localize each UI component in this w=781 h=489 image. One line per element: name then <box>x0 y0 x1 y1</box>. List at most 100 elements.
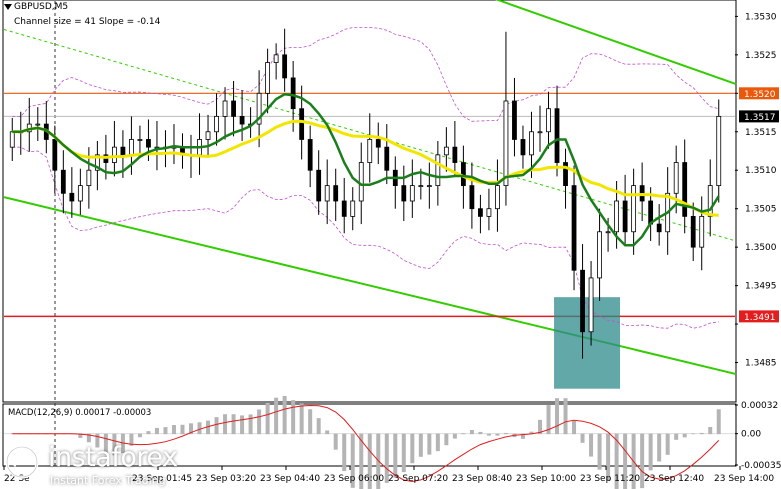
candle-body <box>460 162 466 187</box>
price-tick-label: 1.3485 <box>745 359 777 369</box>
watermark-tagline: Instant Forex Trading <box>50 474 166 487</box>
macd-histogram-bar <box>367 433 372 489</box>
macd-histogram-bar <box>563 398 568 435</box>
price-tick-label: 1.3530 <box>745 12 777 22</box>
candle-body <box>282 54 288 79</box>
macd-histogram-bar <box>112 433 117 456</box>
time-tick-label: 23 Sep 03:20 <box>196 474 256 484</box>
bollinger-lower <box>12 146 719 329</box>
candle-body <box>324 185 330 202</box>
candle-body <box>120 146 126 156</box>
candle-body <box>682 162 688 217</box>
macd-histogram-bar <box>648 433 653 471</box>
macd-histogram-bar <box>231 414 236 435</box>
macd-histogram-bar <box>189 423 194 435</box>
candle-body <box>435 154 441 187</box>
macd-histogram-bar <box>333 433 338 450</box>
candle-body <box>495 185 500 210</box>
candle-body <box>469 185 475 210</box>
macd-tick-label: -0.00035 <box>741 461 781 471</box>
macd-histogram-bar <box>342 433 347 472</box>
macd-signal-line <box>12 404 720 483</box>
candle-body <box>690 215 696 248</box>
macd-histogram-bar <box>129 433 134 446</box>
bollinger-upper <box>12 27 719 122</box>
macd-histogram-bar <box>206 420 211 435</box>
macd-histogram-bar <box>435 433 440 452</box>
macd-histogram-bar <box>103 433 108 454</box>
macd-histogram-bar <box>95 433 100 448</box>
candle-body <box>512 100 517 140</box>
macd-histogram-bar <box>691 433 696 435</box>
candle-body <box>707 185 713 217</box>
candle-body <box>35 123 41 126</box>
candle-body <box>478 208 483 217</box>
macd-histogram-bar <box>478 431 483 435</box>
candle-body <box>9 131 15 148</box>
candle-body <box>316 169 322 202</box>
candle-body <box>622 200 628 233</box>
candle-body <box>111 146 117 163</box>
candle-body <box>631 185 637 233</box>
macd-histogram-bar <box>265 403 270 435</box>
macd-tick-label: 0.00 <box>741 430 761 440</box>
candle-body <box>426 185 432 188</box>
price-badge <box>739 310 779 323</box>
macd-histogram-bar <box>180 424 185 435</box>
price-tick-label: 1.3500 <box>745 243 777 253</box>
symbol-label: GBPUSD,M5 <box>14 2 69 12</box>
macd-histogram-bar <box>452 433 457 439</box>
candle-body <box>273 54 279 63</box>
slow-ma-line <box>12 119 719 217</box>
candle-body <box>358 162 364 202</box>
price-badge-label: 1.3517 <box>744 113 776 123</box>
macd-histogram-bar <box>401 433 406 473</box>
candle-body <box>597 231 602 279</box>
macd-histogram-bar <box>10 433 15 435</box>
time-axis: 22 Se 23 Sep 01:45 23 Sep 03:20 23 Sep 04:4… <box>3 466 774 484</box>
candle-body <box>563 162 568 187</box>
instaforex-watermark: instaforex Instant Forex Trading <box>4 442 184 488</box>
candle-body <box>605 231 611 234</box>
candle-body <box>52 139 58 171</box>
macd-histogram-bar <box>137 433 142 438</box>
macd-histogram-bar <box>418 433 423 457</box>
candle-body <box>239 115 245 125</box>
candle-body <box>486 208 492 217</box>
price-tick-label: 1.3510 <box>745 166 777 176</box>
macd-histogram-bar <box>657 433 662 462</box>
price-tick-label: 1.3495 <box>745 282 777 292</box>
macd-histogram-bar <box>410 433 415 464</box>
macd-histogram-bar <box>486 433 491 436</box>
macd-histogram-bar <box>444 433 449 446</box>
macd-histogram-bar <box>614 433 619 489</box>
candle-body <box>86 169 92 187</box>
macd-histogram-bar <box>359 433 364 489</box>
time-tick-label: 23 Sep 04:40 <box>260 474 320 484</box>
price-badge-label: 1.3520 <box>744 90 776 100</box>
macd-histogram-bar <box>384 433 389 483</box>
candle-body <box>256 92 262 125</box>
macd-label: MACD(12,26,9) 0.00017 -0.00003 <box>8 408 152 418</box>
candle-body <box>537 131 543 134</box>
price-axis: 1.3530 1.3525 1.3515 1.3510 1.3505 1.3500 1.34… <box>735 12 779 369</box>
macd-histogram-bar <box>699 432 704 435</box>
macd-histogram-bar <box>674 433 679 440</box>
macd-histogram-bar <box>580 433 585 443</box>
chart-menu-icon[interactable] <box>4 4 12 10</box>
macd-histogram-bar <box>350 433 355 488</box>
candle-body <box>231 100 236 117</box>
candle-body <box>146 139 151 148</box>
watermark-brand: instaforex <box>48 442 178 473</box>
macd-histogram-bar <box>171 425 176 435</box>
channel-upper-line <box>495 0 737 86</box>
candle-body <box>656 223 662 233</box>
candle-body <box>529 131 534 156</box>
macd-histogram-bar <box>163 427 168 435</box>
candle-body <box>214 115 219 133</box>
macd-histogram-bar <box>240 415 245 435</box>
macd-series <box>4 395 735 489</box>
candle-body <box>367 139 373 163</box>
macd-histogram-bar <box>223 414 228 435</box>
